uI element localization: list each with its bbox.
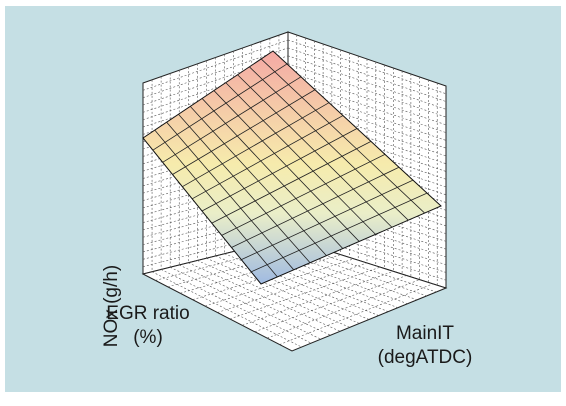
floor-grid-h bbox=[167, 246, 315, 288]
surface-mesh-line bbox=[211, 141, 372, 224]
y-axis-label-line2: (degATDC) bbox=[377, 347, 473, 368]
floor-grid-h bbox=[229, 266, 381, 320]
floor-grid-h bbox=[267, 279, 420, 339]
surface-mesh-line bbox=[251, 192, 428, 273]
surface-plot bbox=[141, 31, 448, 352]
surface-mesh-line bbox=[182, 102, 330, 188]
left-wall-grid-h bbox=[142, 39, 289, 91]
surface-mesh-line bbox=[152, 63, 288, 151]
surface-mesh-line bbox=[191, 115, 344, 200]
surface-mesh-line bbox=[231, 166, 400, 248]
surface-mesh-line bbox=[201, 128, 358, 212]
floor-grid-h bbox=[254, 275, 407, 333]
x-axis-label-line2: (%) bbox=[133, 327, 163, 348]
surface-mesh-line bbox=[241, 179, 414, 261]
left-wall-grid-h bbox=[142, 142, 289, 187]
chart-frame: NOx (g/h) EGR ratio (%) MainIT (degATDC) bbox=[5, 6, 561, 392]
floor-grid-h bbox=[242, 271, 394, 326]
floor-grid-h bbox=[279, 283, 433, 345]
left-wall-grid-h bbox=[142, 55, 289, 106]
left-wall-grid-h bbox=[142, 47, 289, 98]
left-wall-grid-h bbox=[142, 63, 289, 113]
x-axis-label-line1: EGR ratio bbox=[106, 303, 190, 324]
surface-grid bbox=[152, 58, 428, 278]
y-axis-label-line1: MainIT bbox=[395, 323, 455, 344]
left-wall-grid-h bbox=[142, 134, 289, 179]
surface-mesh-line bbox=[172, 89, 316, 175]
surface-mesh-line bbox=[221, 153, 386, 236]
surface-mesh-line bbox=[162, 76, 302, 163]
